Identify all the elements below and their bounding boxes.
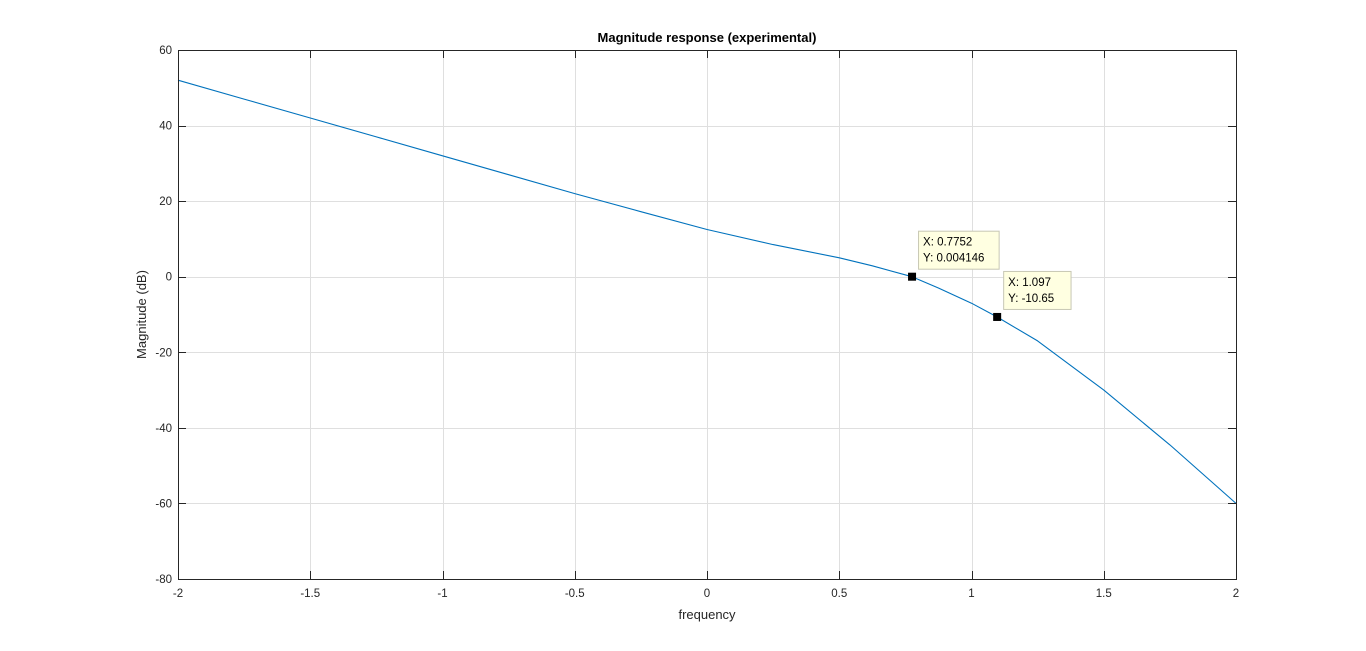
datatips[interactable]: X: 0.7752 Y: 0.004146 X: 1.097 Y: -10.65	[908, 230, 1072, 321]
x-tick-label: 1	[968, 588, 974, 600]
datatip[interactable]: X: 0.7752 Y: 0.004146	[908, 230, 1000, 281]
chart-title: Magnitude response (experimental)	[598, 30, 817, 45]
y-tick-label: 40	[159, 121, 172, 133]
x-tick-label: -0.5	[565, 588, 585, 600]
datatip-marker[interactable]	[993, 312, 1002, 321]
y-tick-label: 60	[159, 45, 172, 57]
y-tick-label: -80	[155, 574, 172, 586]
y-tick-label: 0	[166, 272, 172, 284]
x-tick-label: 1.5	[1096, 588, 1112, 600]
y-axis-label: Magnitude (dB)	[134, 270, 149, 359]
x-tick-label: -2	[173, 588, 183, 600]
x-tick-label: -1.5	[300, 588, 320, 600]
datatip-box	[1003, 270, 1072, 310]
x-tick-label: -1	[437, 588, 447, 600]
y-tick-label: 20	[159, 196, 172, 208]
x-axis-label: frequency	[678, 607, 736, 622]
series-layer	[177, 79, 1237, 504]
tick-labels: -2 -1.5 -1 -0.5 0 0.5 1 1.5 2 -80 -60 -40 -20 0 20 40 60	[155, 45, 1239, 600]
y-tick-label: -20	[155, 347, 172, 359]
x-tick-label: 0.5	[831, 588, 847, 600]
datatip-marker[interactable]	[908, 272, 917, 281]
y-tick-label: -60	[155, 498, 172, 510]
datatip-x-text: X: 0.7752	[923, 237, 972, 249]
datatip[interactable]: X: 1.097 Y: -10.65	[993, 270, 1072, 321]
datatip-box	[918, 230, 1000, 270]
tick-marks	[178, 50, 1237, 580]
datatip-y-text: Y: -10.65	[1008, 293, 1054, 305]
datatip-y-text: Y: 0.004146	[923, 253, 984, 265]
x-tick-label: 2	[1233, 588, 1239, 600]
x-tick-label: 0	[704, 588, 710, 600]
datatip-x-text: X: 1.097	[1008, 277, 1051, 289]
y-tick-label: -40	[155, 423, 172, 435]
series-line[interactable]	[177, 79, 1237, 504]
